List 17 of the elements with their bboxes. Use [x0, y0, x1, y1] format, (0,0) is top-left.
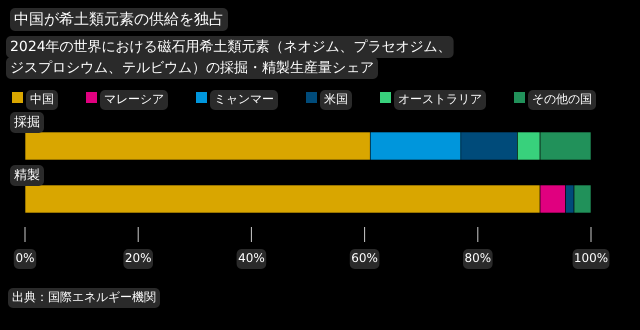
legend-label: オーストラリア: [398, 92, 482, 106]
chart-title: 中国が希土類元素の供給を独占: [14, 10, 224, 28]
x-tick-label: 40%: [238, 251, 265, 265]
source-note: 出典：国際エネルギー機関: [12, 290, 156, 304]
x-tick-label: 20%: [124, 251, 152, 265]
legend-label: その他の国: [532, 92, 592, 106]
x-tick-label: 60%: [351, 251, 378, 265]
x-tick-label: 100%: [574, 251, 608, 265]
y-tick-label: 精製: [14, 168, 40, 183]
x-tick-label: 0%: [15, 251, 35, 265]
legend-label: 米国: [324, 92, 348, 106]
x-tick-label: 80%: [464, 251, 492, 265]
legend-label: マレーシア: [104, 92, 164, 106]
chart-subtitle: 2024年の世界における磁石用希土類元素（ネオジム、プラセオジム、ジスプロシウム、テルビウム）の採掘・精製生産量シェア: [10, 39, 452, 76]
y-tick-label: 採掘: [14, 115, 40, 130]
legend-label: 中国: [30, 92, 54, 106]
legend-label: ミャンマー: [214, 92, 274, 106]
